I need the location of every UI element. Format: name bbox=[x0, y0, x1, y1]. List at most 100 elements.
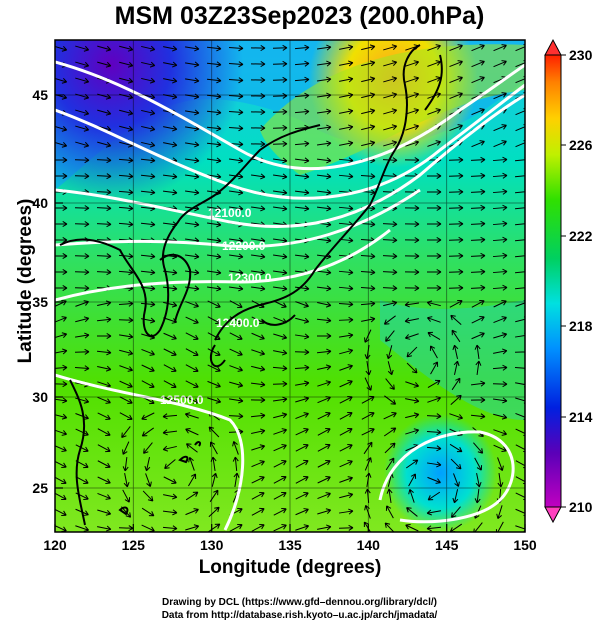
wind-arrow bbox=[426, 268, 442, 275]
wind-arrow bbox=[229, 157, 244, 164]
wind-arrow bbox=[295, 317, 310, 324]
wind-arrow bbox=[316, 44, 332, 51]
wind-arrow bbox=[206, 77, 222, 84]
colorbar-tick-label: 218 bbox=[569, 318, 593, 334]
wind-arrow bbox=[470, 413, 486, 420]
wind-arrow bbox=[426, 284, 442, 291]
wind-arrow bbox=[229, 381, 244, 388]
wind-arrow bbox=[493, 124, 507, 132]
wind-arrow bbox=[493, 397, 508, 404]
wind-arrow bbox=[207, 397, 222, 404]
wind-arrow bbox=[515, 492, 525, 501]
wind-arrow bbox=[514, 348, 525, 355]
wind-arrow bbox=[206, 125, 222, 132]
wind-arrow bbox=[339, 332, 354, 339]
colorbar-scale bbox=[544, 54, 562, 508]
wind-arrow bbox=[97, 492, 111, 500]
wind-arrow bbox=[228, 61, 244, 68]
wind-arrow bbox=[251, 507, 265, 516]
wind-arrow bbox=[229, 365, 243, 372]
wind-arrow bbox=[163, 301, 178, 308]
wind-arrow bbox=[96, 205, 112, 212]
wind-arrow bbox=[55, 492, 67, 501]
wind-arrow bbox=[206, 61, 222, 68]
wind-arrow bbox=[229, 269, 244, 276]
wind-arrow bbox=[119, 125, 134, 132]
wind-arrow bbox=[184, 189, 200, 196]
wind-arrow bbox=[119, 380, 133, 388]
wind-arrow bbox=[273, 507, 287, 516]
wind-arrow bbox=[450, 458, 462, 470]
wind-arrow bbox=[475, 360, 482, 376]
wind-arrow bbox=[338, 205, 354, 212]
wind-arrow bbox=[383, 60, 398, 67]
wind-arrow bbox=[162, 189, 178, 196]
wind-arrow bbox=[338, 157, 354, 164]
wind-arrow bbox=[185, 348, 199, 357]
colorbar-max-arrow bbox=[544, 38, 562, 56]
wind-arrow bbox=[141, 364, 155, 372]
wind-arrow bbox=[188, 473, 197, 487]
wind-arrow bbox=[386, 488, 393, 503]
wind-arrow bbox=[316, 140, 332, 147]
wind-arrow bbox=[229, 253, 244, 260]
wind-arrow bbox=[207, 253, 222, 260]
wind-arrow bbox=[163, 380, 177, 389]
wind-arrow bbox=[251, 349, 266, 356]
wind-arrow bbox=[295, 524, 310, 531]
wind-arrow bbox=[470, 188, 486, 195]
wind-arrow bbox=[232, 441, 239, 455]
wind-arrow bbox=[453, 473, 460, 487]
wind-arrow bbox=[471, 60, 485, 68]
x-tick-label: 135 bbox=[278, 537, 302, 553]
wind-arrow bbox=[295, 475, 309, 484]
wind-arrow bbox=[338, 173, 354, 180]
grid-lines bbox=[55, 40, 525, 532]
wind-arrow bbox=[185, 332, 199, 341]
wind-arrow bbox=[96, 349, 112, 356]
wind-arrow bbox=[229, 285, 244, 292]
wind-arrow bbox=[97, 61, 112, 68]
wind-arrow bbox=[141, 61, 156, 68]
wind-arrow bbox=[514, 172, 525, 179]
wind-arrow bbox=[273, 491, 287, 500]
wind-arrow bbox=[473, 442, 484, 454]
wind-arrow bbox=[316, 60, 332, 67]
wind-arrow bbox=[317, 459, 331, 468]
wind-arrow bbox=[294, 189, 310, 196]
wind-arrow bbox=[448, 252, 464, 259]
wind-arrow bbox=[470, 172, 486, 179]
wind-arrow bbox=[273, 349, 288, 356]
wind-arrow bbox=[471, 108, 485, 116]
wind-arrow bbox=[251, 269, 266, 276]
wind-arrow bbox=[383, 140, 398, 147]
wind-arrow bbox=[448, 156, 464, 163]
wind-arrow bbox=[295, 459, 309, 468]
wind-arrow bbox=[452, 489, 459, 504]
wind-arrow bbox=[207, 316, 221, 325]
colorbar-tick-label: 230 bbox=[569, 47, 593, 63]
wind-arrow bbox=[97, 525, 112, 532]
wind-arrow bbox=[97, 460, 111, 469]
wind-arrow bbox=[163, 125, 178, 132]
wind-arrow bbox=[75, 109, 90, 116]
wind-arrow bbox=[122, 489, 131, 503]
wind-arrow bbox=[493, 60, 507, 68]
wind-arrow bbox=[207, 380, 221, 388]
wind-arrow bbox=[118, 189, 134, 196]
contour-label: 12400.0 bbox=[216, 316, 260, 330]
wind-arrow bbox=[317, 301, 332, 308]
wind-arrow bbox=[55, 460, 67, 469]
wind-arrow bbox=[426, 429, 442, 436]
wind-arrow bbox=[273, 237, 288, 244]
wind-arrow bbox=[272, 44, 288, 51]
wind-arrow bbox=[251, 523, 265, 532]
wind-arrow bbox=[251, 205, 266, 212]
wind-arrow bbox=[141, 348, 155, 356]
wind-arrow bbox=[317, 411, 331, 420]
wind-arrow bbox=[470, 284, 486, 291]
wind-arrow bbox=[385, 330, 395, 342]
wind-arrow bbox=[426, 236, 442, 243]
wind-arrow bbox=[470, 220, 486, 227]
wind-arrow bbox=[427, 140, 441, 147]
